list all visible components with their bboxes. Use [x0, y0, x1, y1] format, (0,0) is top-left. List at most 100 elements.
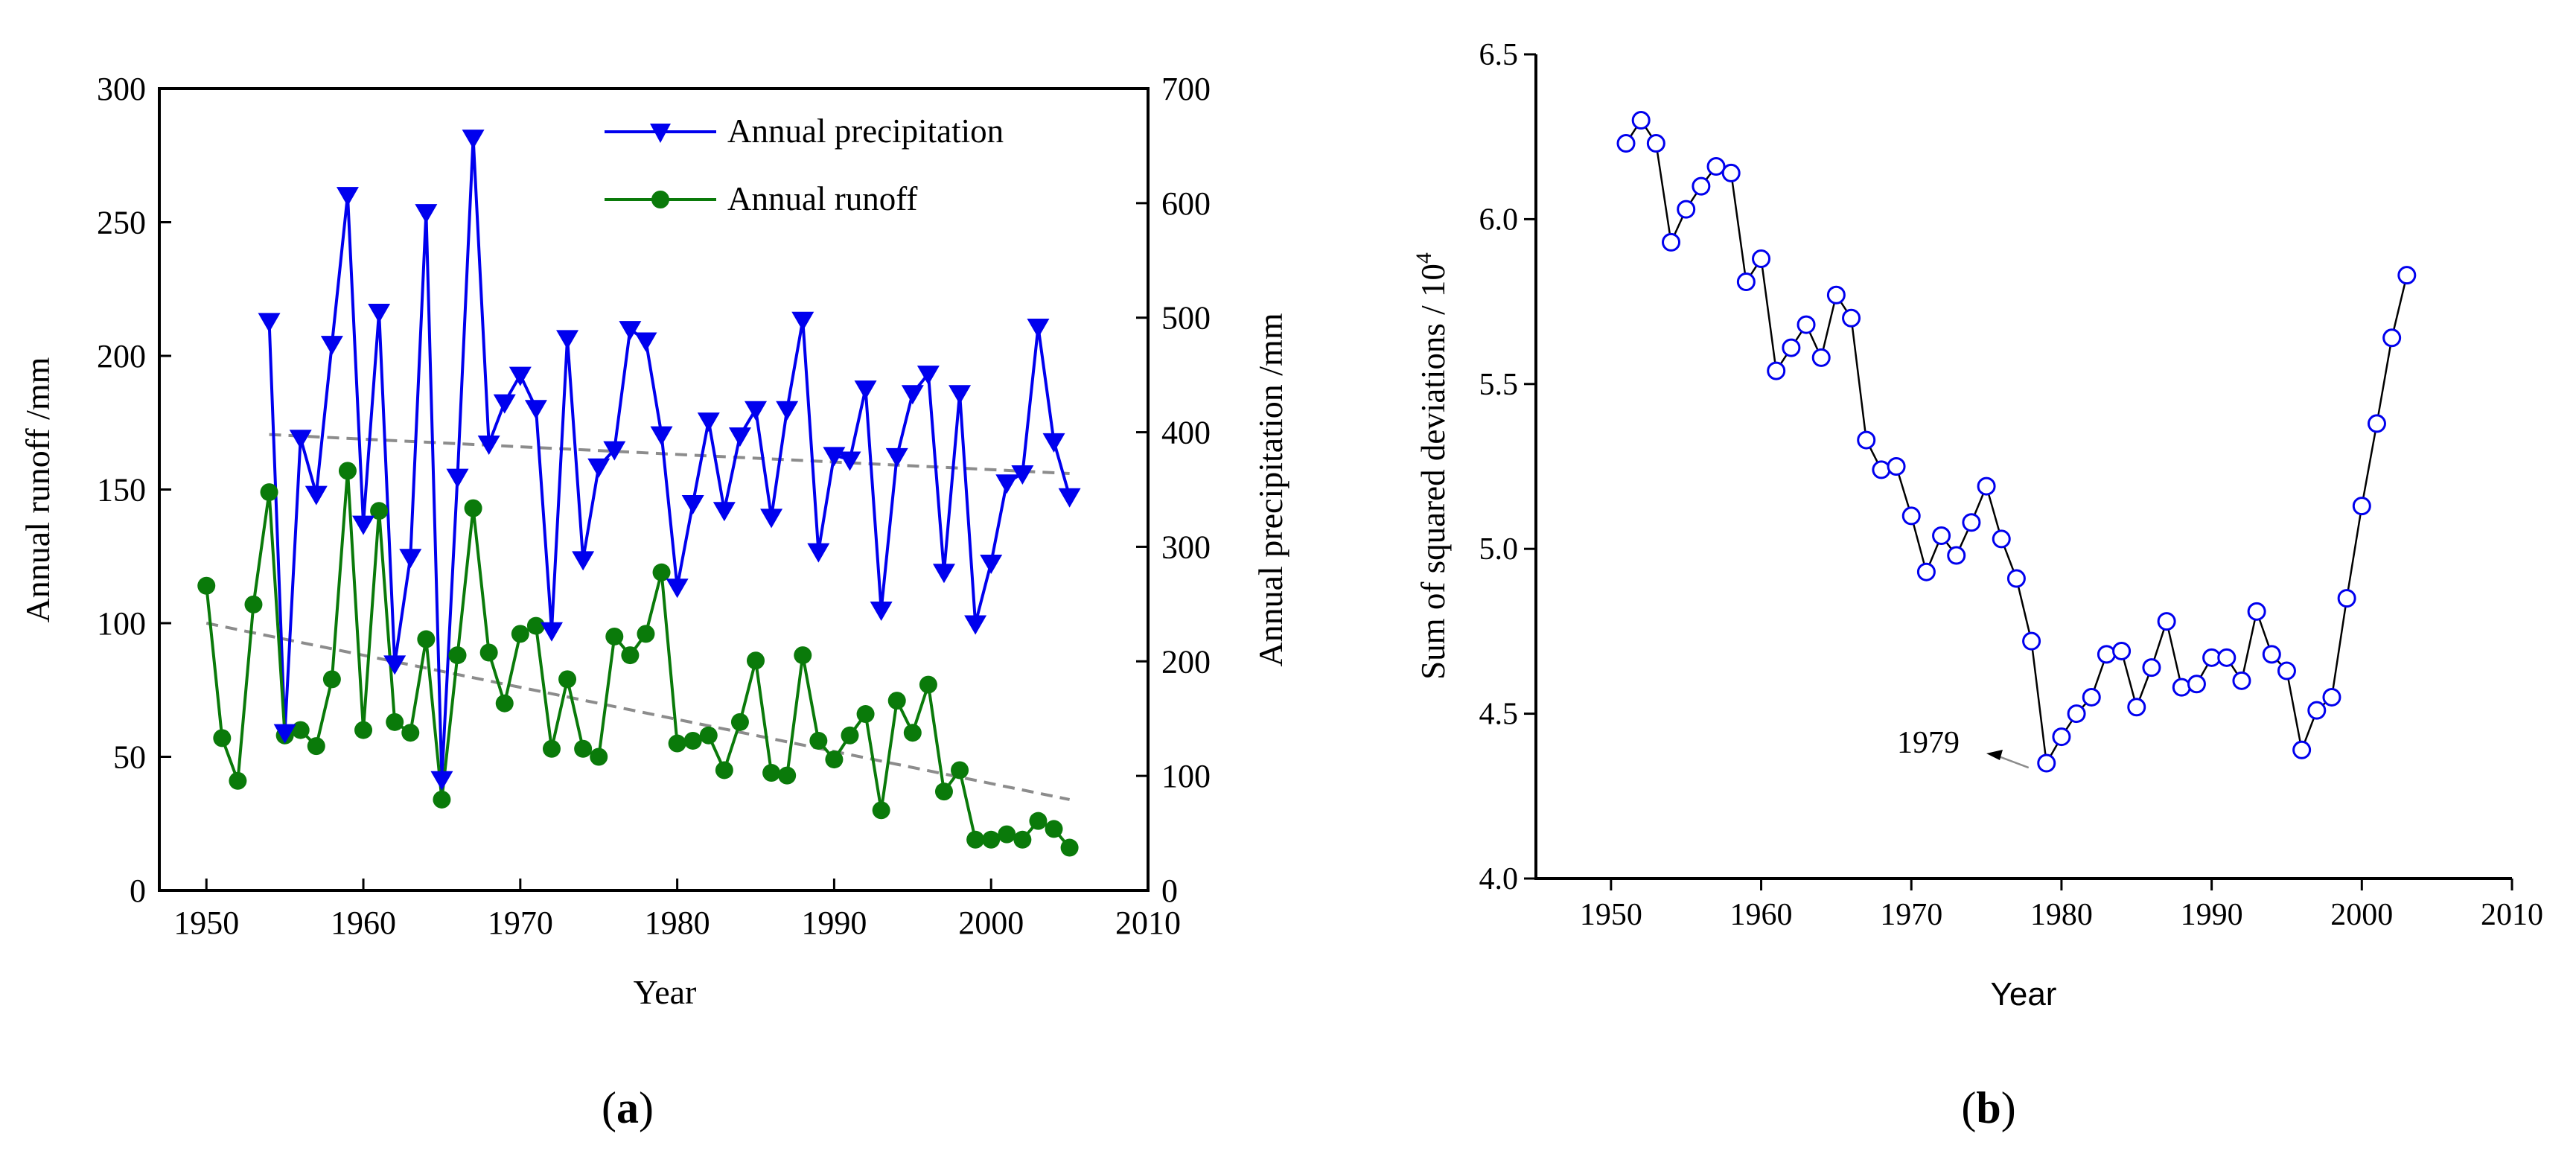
runoff-point: [809, 731, 828, 750]
panel-a-x-tick-label: 1960: [331, 905, 396, 941]
panel-b-x-tick-label: 1980: [2030, 898, 2093, 932]
deviation-point: [2382, 328, 2402, 348]
deviation-point: [2247, 602, 2266, 621]
panel-b-x-tick-label: 1950: [1580, 898, 1642, 932]
runoff-point: [668, 734, 686, 753]
panel-b-y-tick-label: 5.0: [1479, 532, 1519, 567]
deviation-point: [2037, 753, 2056, 773]
precipitation-point: [712, 502, 736, 522]
precipitation-point: [666, 578, 689, 599]
deviation-point: [1962, 513, 1981, 532]
panel-a-legend: Annual precipitation Annual runoff: [605, 112, 1004, 217]
runoff-point: [730, 713, 749, 731]
deviation-point: [1947, 546, 1966, 565]
deviation-point: [1992, 529, 2011, 549]
panel-a-right-y-tick-label: 100: [1161, 758, 1211, 794]
deviation-point: [2367, 414, 2386, 433]
precipitation-point: [289, 430, 312, 450]
panel-b-x-axis-label: Year: [1991, 976, 2057, 1013]
panel-b-y-tick-label: 6.0: [1479, 203, 1519, 237]
precipitation-point: [508, 366, 532, 386]
precipitation-point: [383, 655, 407, 675]
legend-runoff-label: Annual runoff: [727, 180, 917, 217]
deviation-point: [1901, 506, 1921, 526]
panel-a-left-y-tick-label: 100: [97, 605, 146, 642]
runoff-point: [919, 675, 937, 694]
runoff-point: [213, 729, 232, 747]
precipitation-line: [267, 138, 1071, 780]
deviation-point: [2127, 698, 2146, 717]
annotation-1979-label: 1979: [1897, 726, 1960, 760]
precipitation-point: [399, 549, 422, 569]
deviation-point: [1616, 134, 1636, 153]
deviation-point: [1692, 176, 1711, 196]
precipitation-point: [870, 602, 893, 622]
panel-b-y-axis-label-text: Sum of squared deviations / 10: [1415, 264, 1452, 680]
deviation-point: [1646, 134, 1665, 153]
runoff-point: [401, 724, 420, 742]
runoff-point: [887, 692, 906, 710]
runoff-point: [307, 737, 325, 756]
precipitation-point: [587, 458, 610, 478]
deviation-point: [2022, 631, 2041, 651]
panel-a-right-y-tick-label: 700: [1161, 71, 1211, 107]
runoff-point: [652, 563, 671, 581]
precipitation-point: [791, 311, 814, 331]
precipitation-point: [603, 441, 626, 461]
panel-a-right-y-ticks: 0 100 200 300 400 500 600 700: [1136, 71, 1211, 909]
deviation-point: [1782, 338, 1801, 357]
deviation-point: [2112, 641, 2132, 660]
runoff-point: [998, 825, 1016, 844]
precipitation-point: [760, 509, 783, 529]
deviation-point: [2082, 687, 2101, 707]
deviation-point: [2142, 658, 2161, 678]
runoff-point: [197, 576, 216, 595]
precipitation-point: [916, 366, 940, 386]
legend-precipitation-marker: [650, 124, 671, 143]
runoff-point: [872, 801, 890, 820]
panel-b-x-tick-label: 1970: [1880, 898, 1942, 932]
runoff-point: [1045, 820, 1063, 838]
panel-a-right-y-tick-label: 0: [1161, 873, 1178, 909]
precipitation-point: [446, 468, 469, 488]
precipitation-point: [430, 771, 453, 791]
panel-a-left-y-ticks: 0 50 100 150 200 250 300: [97, 71, 171, 909]
deviation-point: [2157, 612, 2176, 631]
precipitation-point: [1011, 465, 1034, 485]
panel-a-x-ticks: 1950 1960 1970 1980 1990 2000 2010: [173, 879, 1181, 941]
runoff-point: [778, 766, 797, 785]
deviation-point: [1677, 200, 1696, 219]
precipitation-point: [776, 401, 799, 421]
precipitation-point: [258, 313, 281, 333]
precipitation-point: [320, 336, 343, 356]
precipitation-point: [932, 564, 955, 584]
panel-a-x-tick-label: 1950: [173, 905, 239, 941]
panel-b-caption-letter: b: [1976, 1083, 2000, 1132]
panel-a-x-tick-label: 1970: [488, 905, 553, 941]
deviation-point: [1826, 285, 1846, 305]
runoff-point: [479, 643, 498, 662]
panel-b-chart: 1950 1960 1970 1980 1990 2000 2010 4.0 4.5 5.0 5.…: [1412, 38, 2543, 1132]
panel-b-y-tick-label: 5.5: [1479, 368, 1519, 402]
runoff-point: [1013, 830, 1032, 849]
panel-b-y-tick-label: 4.0: [1479, 862, 1519, 896]
panel-b-series: [1616, 111, 2417, 773]
panel-a-x-tick-label: 1980: [645, 905, 710, 941]
panel-b-y-axis-label: Sum of squared deviations / 104: [1412, 252, 1452, 680]
runoff-point: [322, 670, 341, 689]
deviation-point: [2337, 589, 2356, 608]
precipitation-point: [1058, 488, 1081, 508]
runoff-point: [1029, 812, 1048, 830]
deviation-point: [2322, 687, 2341, 707]
precipitation-point: [964, 615, 987, 635]
legend-runoff-marker: [651, 191, 669, 208]
deviation-point: [2006, 569, 2026, 588]
panel-a-left-y-axis-label: Annual runoff /mm: [19, 357, 57, 622]
annotation-arrow-line: [1996, 754, 2030, 769]
runoff-point: [856, 705, 875, 724]
runoff-point: [903, 724, 922, 742]
panel-b-x-ticks: 1950 1960 1970 1980 1990 2000 2010: [1580, 879, 2543, 932]
runoff-trend-line: [205, 622, 1071, 801]
deviation-point: [2397, 266, 2417, 285]
deviation-point: [1631, 111, 1651, 130]
